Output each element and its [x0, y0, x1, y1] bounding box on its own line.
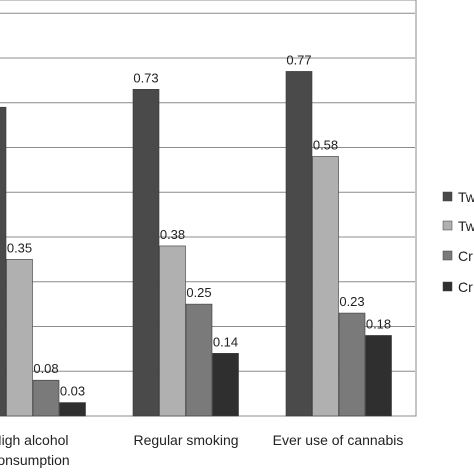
bar: [338, 312, 366, 417]
bar: [0, 106, 7, 417]
legend-swatch: [442, 191, 453, 202]
legend-swatch: [442, 281, 453, 292]
legend-swatch: [442, 250, 453, 261]
category-label: High alcohol: [0, 432, 69, 448]
bar: [59, 402, 86, 417]
bar: [132, 89, 160, 417]
data-label: 0.03: [60, 384, 85, 399]
legend-label: Cr: [458, 279, 473, 295]
bar: [32, 379, 60, 417]
bar: [212, 353, 239, 417]
legend: Tw Tw Cr Cr: [442, 189, 474, 295]
bar: [159, 245, 186, 417]
category-label: consumption: [0, 452, 70, 468]
bar: [365, 335, 392, 417]
legend-swatch: [442, 220, 453, 231]
legend-label: Tw: [458, 218, 474, 234]
data-label: 0.73: [133, 70, 158, 85]
data-labels: 90.350.080.030.730.380.250.140.770.580.2…: [7, 52, 391, 399]
data-label: 0.25: [186, 285, 211, 300]
data-label: 0.35: [7, 240, 32, 255]
data-label: 0.08: [33, 361, 58, 376]
bar: [6, 259, 33, 417]
legend-label: Tw: [458, 189, 474, 205]
category-labels: High alcohol consumption Regular smoking Ev…: [0, 432, 403, 468]
bar: [185, 303, 213, 417]
category-label: Regular smoking: [133, 432, 238, 448]
bars: [0, 71, 392, 417]
data-label: 0.38: [160, 227, 185, 242]
data-label: 0.23: [339, 294, 364, 309]
data-label: 0.14: [213, 334, 238, 349]
category-label: Ever use of cannabis: [273, 432, 404, 448]
data-label: 0.58: [313, 137, 338, 152]
bar: [312, 156, 339, 417]
bar: [285, 71, 313, 417]
data-label: 0.18: [366, 316, 391, 331]
legend-label: Cr: [458, 248, 473, 264]
data-label: 0.77: [286, 52, 311, 67]
